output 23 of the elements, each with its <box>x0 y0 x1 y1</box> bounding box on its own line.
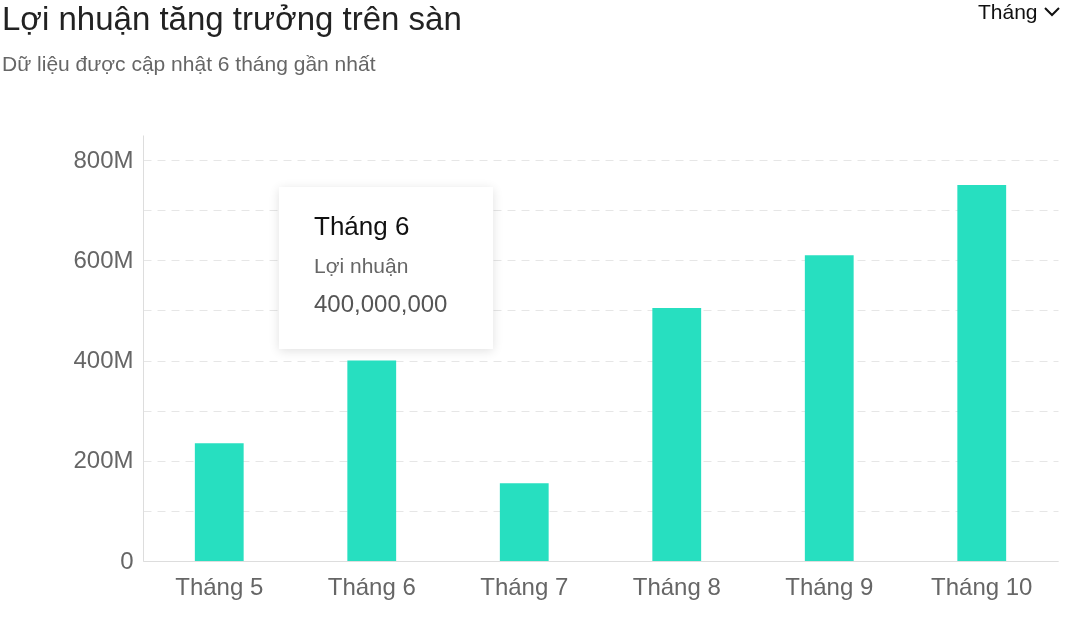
text: Tháng <box>978 0 1038 24</box>
annotation: Lợi nhuận <box>314 254 410 278</box>
annotation: Tháng 6 <box>314 211 411 242</box>
x-tick-label: Tháng 9 <box>785 572 874 600</box>
y-tick-label: 600M <box>73 245 134 273</box>
bar <box>652 307 702 561</box>
y-tick-label: 800M <box>73 145 134 173</box>
bar <box>347 360 397 561</box>
bar <box>499 483 549 561</box>
y-tick-label: 400M <box>73 346 134 374</box>
y-tick-label: 0 <box>120 546 134 574</box>
annotation: 400,000,000 <box>314 290 449 318</box>
bar <box>957 185 1007 561</box>
chart-title: Lợi nhuận tăng trưởng trên sàn <box>2 0 462 38</box>
x-tick-label: Tháng 8 <box>632 572 721 600</box>
y-tick-label: 200M <box>73 446 134 474</box>
bar <box>194 443 244 561</box>
x-tick-label: Tháng 7 <box>480 572 569 600</box>
x-tick-label: Tháng 6 <box>327 572 416 600</box>
bar <box>804 255 854 561</box>
chart-subtitle: Dữ liệu được cập nhật 6 tháng gần nhất <box>2 52 376 76</box>
x-tick-label: Tháng 5 <box>175 572 264 600</box>
x-tick-label: Tháng 10 <box>931 572 1033 600</box>
